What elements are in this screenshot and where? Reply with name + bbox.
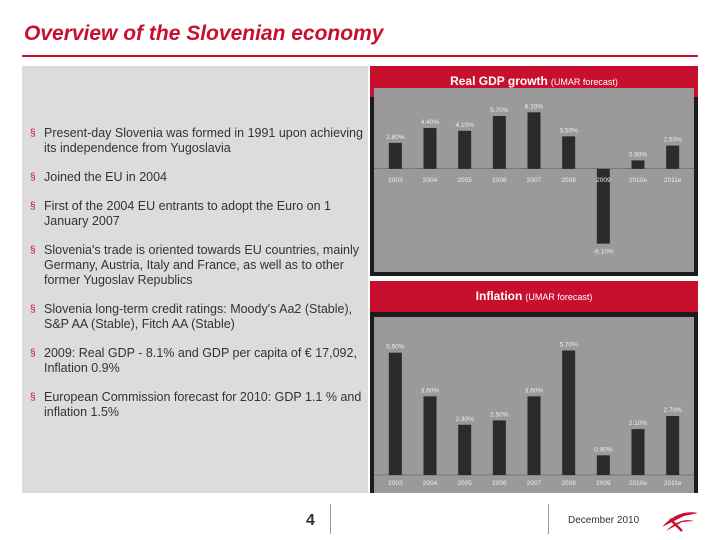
gdp-bar-chart: 2.80% 2003 4.40% 2004 4.10% 2005 5.70% 2006 6.10… (374, 88, 694, 272)
bullet-item: § Joined the EU in 2004 (30, 170, 366, 185)
bullet-marker: § (30, 392, 36, 403)
tick-label: 2003 (388, 480, 403, 487)
footer-divider-right (548, 504, 549, 534)
bullet-item: § European Commission forecast for 2010: … (30, 390, 366, 420)
bar (458, 424, 472, 475)
bullet-text: 2009: Real GDP - 8.1% and GDP per capita… (44, 346, 357, 375)
bar (631, 429, 645, 475)
bar (596, 168, 610, 244)
bar (527, 112, 541, 169)
page-title: Overview of the Slovenian economy (24, 22, 384, 45)
inflation-chart-panel: Inflation (UMAR forecast) 5.60% 2003 3.60% 2… (370, 281, 698, 493)
data-label: 3.60% (421, 387, 440, 394)
bar (666, 416, 680, 475)
bar (527, 396, 541, 475)
footer-divider (330, 504, 331, 534)
tick-label: 2009 (596, 480, 611, 487)
data-label: 6.10% (525, 103, 544, 110)
bar (388, 142, 402, 169)
data-label: 3.50% (559, 127, 578, 134)
data-label: 0.90% (629, 151, 648, 158)
bullet-text: Slovenia's trade is oriented towards EU … (44, 243, 360, 287)
tick-label: 2006 (492, 177, 507, 184)
tick-label: 2005 (457, 480, 472, 487)
tick-label: 2006 (492, 480, 507, 487)
data-label: 4.10% (455, 122, 474, 129)
data-label: 2.10% (629, 420, 648, 427)
bar (423, 128, 437, 169)
bullet-text: First of the 2004 EU entrants to adopt t… (44, 199, 331, 228)
bar (492, 116, 506, 169)
data-label: 3.60% (525, 387, 544, 394)
bullet-item: § Present-day Slovenia was formed in 1991… (30, 126, 366, 156)
bullet-marker: § (30, 128, 36, 139)
bullet-list: § Present-day Slovenia was formed in 1991… (30, 126, 366, 434)
data-label: 2.50% (490, 411, 509, 418)
tick-label: 2007 (527, 177, 542, 184)
page-number: 4 (306, 512, 315, 529)
bar (562, 350, 576, 475)
bullet-text: Slovenia long-term credit ratings: Moody… (44, 302, 353, 331)
bar (596, 455, 610, 475)
bar (562, 136, 576, 169)
inflation-chart-header: Inflation (UMAR forecast) (370, 281, 698, 312)
bullet-item: § First of the 2004 EU entrants to adopt … (30, 199, 366, 229)
gdp-chart-title: Real GDP growth (450, 74, 548, 88)
tick-label: 2008 (561, 480, 576, 487)
bar (458, 130, 472, 169)
bar (388, 352, 402, 475)
data-label: 2.50% (663, 137, 682, 144)
inflation-bar-chart: 5.60% 2003 3.60% 2004 2.30% 2005 2.50% 2006 3.60… (374, 317, 694, 493)
bullet-item: § 2009: Real GDP - 8.1% and GDP per capit… (30, 346, 366, 376)
data-label: 5.70% (490, 107, 509, 114)
tick-label: 2007 (527, 480, 542, 487)
nlb-swoosh-logo-icon (662, 512, 698, 532)
tick-label: 2005 (457, 177, 472, 184)
data-label: 5.60% (386, 344, 405, 351)
tick-label: 2008 (561, 177, 576, 184)
data-label: 0.90% (594, 446, 613, 453)
bullet-marker: § (30, 245, 36, 256)
bullet-text: Present-day Slovenia was formed in 1991 … (44, 126, 363, 155)
bullet-marker: § (30, 348, 36, 359)
bullet-text: Joined the EU in 2004 (44, 170, 168, 184)
tick-label: 2010e (629, 480, 647, 487)
tick-label: 2011e (664, 177, 682, 184)
data-label: 2.30% (455, 416, 474, 423)
bullet-marker: § (30, 304, 36, 315)
data-label: 2.80% (386, 134, 405, 141)
bullet-item: § Slovenia long-term credit ratings: Mood… (30, 302, 366, 332)
text-panel (22, 66, 368, 493)
bullet-marker: § (30, 201, 36, 212)
tick-label: 2009 (596, 177, 611, 184)
bar (423, 396, 437, 475)
bar (492, 420, 506, 475)
tick-label: 2004 (423, 480, 438, 487)
gdp-chart-panel: Real GDP growth (UMAR forecast) 2.80% 2003… (370, 66, 698, 276)
data-label: 4.40% (421, 119, 440, 126)
tick-label: 2003 (388, 177, 403, 184)
bullet-item: § Slovenia's trade is oriented towards EU… (30, 243, 366, 288)
tick-label: 2010e (629, 177, 647, 184)
tick-label: 2004 (423, 177, 438, 184)
data-label: 5.70% (559, 341, 578, 348)
gdp-chart-subtitle: (UMAR forecast) (550, 77, 618, 87)
inflation-chart-subtitle: (UMAR forecast) (525, 292, 593, 302)
tick-label: 2011e (664, 480, 682, 487)
bullet-marker: § (30, 172, 36, 183)
bullet-text: European Commission forecast for 2010: G… (44, 390, 362, 419)
bar (631, 160, 645, 169)
data-label: 2.70% (663, 407, 682, 414)
bar (666, 145, 680, 169)
inflation-chart-title: Inflation (475, 289, 523, 303)
data-label: -8.10% (593, 249, 614, 256)
footer-date: December 2010 (568, 515, 640, 526)
title-divider (22, 55, 698, 57)
